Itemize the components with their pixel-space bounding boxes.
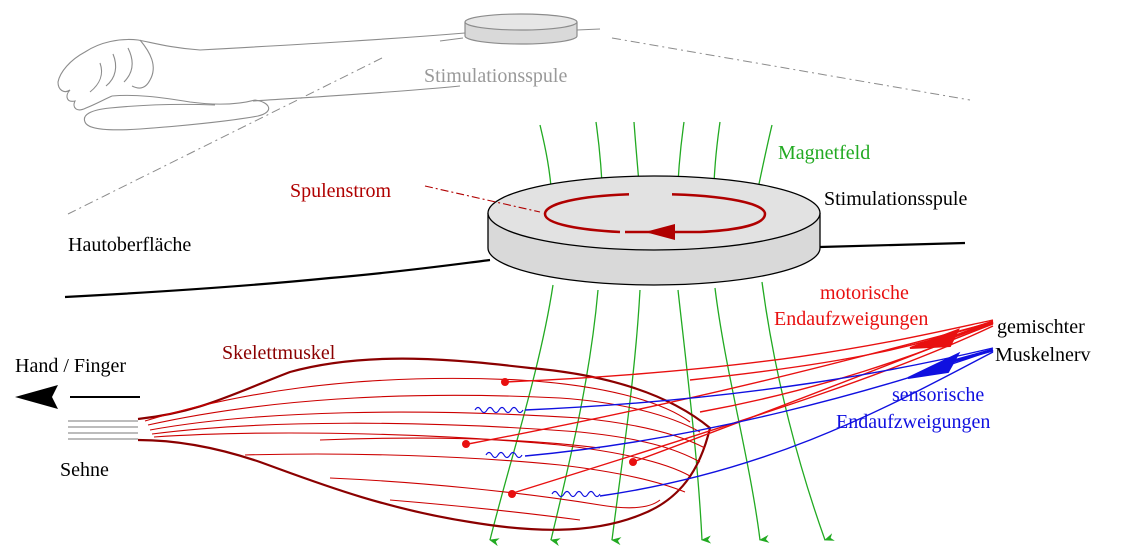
sensory-nerve-arrowhead (907, 351, 961, 379)
skin-surface-line-right (819, 241, 966, 249)
stimulation-coil (424, 175, 821, 286)
skelettmuskel-label: Skelettmuskel (222, 342, 336, 364)
current-arrowhead (645, 224, 675, 240)
magnetfeld-label: Magnetfeld (778, 142, 871, 164)
hautoberflaeche-label: Hautoberfläche (68, 234, 192, 256)
hand-finger-arrow (15, 385, 140, 409)
coil-label: Stimulationsspule (824, 188, 968, 210)
motor-end-dots (462, 378, 637, 498)
motor-branches-label-line1: motorische (820, 282, 909, 304)
sehne-label: Sehne (60, 459, 109, 481)
hand-finger-label: Hand / Finger (15, 355, 127, 377)
zoom-lines (67, 37, 971, 215)
skeletal-muscle-outline (137, 357, 712, 531)
arm-silhouette (57, 28, 601, 131)
field-lines-lower (489, 281, 835, 547)
spulenstrom-label: Spulenstrom (290, 180, 392, 202)
tendon (68, 420, 138, 440)
sensory-branches-label-line2: Endaufzweigungen (836, 411, 991, 433)
spulenstrom-pointer (424, 185, 541, 213)
mixed-nerve-label-line2: Muskelnerv (995, 344, 1091, 366)
sensory-receptor-endings (474, 406, 601, 498)
mixed-nerve-label-line1: gemischter (997, 316, 1085, 338)
top-coil-icon (464, 13, 578, 45)
motor-branches-label-line2: Endaufzweigungen (774, 308, 929, 330)
top-coil-label: Stimulationsspule (424, 65, 568, 87)
skin-surface-line (64, 258, 491, 299)
motor-nerve-branches (467, 319, 994, 494)
sensory-branches-label-line1: sensorische (892, 384, 985, 406)
muscle-fibers (144, 377, 706, 521)
